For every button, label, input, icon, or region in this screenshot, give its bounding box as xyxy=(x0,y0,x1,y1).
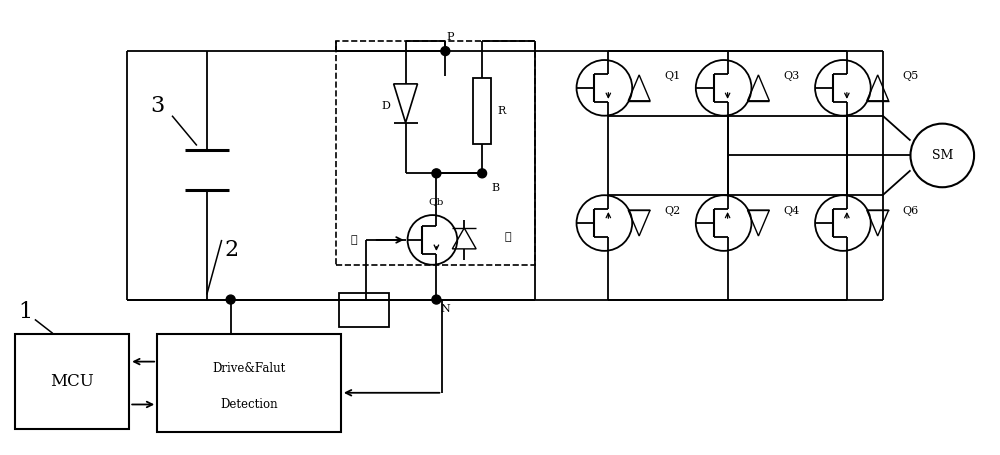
Text: 3: 3 xyxy=(150,95,164,117)
Text: D: D xyxy=(381,101,390,111)
Text: N: N xyxy=(440,304,450,314)
Text: MCU: MCU xyxy=(50,373,94,390)
Bar xyxy=(339,293,389,328)
Text: P: P xyxy=(447,32,454,42)
Circle shape xyxy=(441,46,450,56)
Text: ②: ② xyxy=(351,235,357,245)
Text: Qb: Qb xyxy=(429,197,444,206)
Text: Q4: Q4 xyxy=(783,206,800,216)
Text: Q1: Q1 xyxy=(664,71,680,81)
Bar xyxy=(473,78,491,143)
Circle shape xyxy=(432,295,441,304)
Circle shape xyxy=(226,295,235,304)
Text: B: B xyxy=(491,183,499,193)
Bar xyxy=(336,41,535,265)
Text: Drive&Falut: Drive&Falut xyxy=(212,362,286,375)
Circle shape xyxy=(432,169,441,178)
Text: SM: SM xyxy=(932,149,953,162)
Text: ③: ③ xyxy=(505,232,511,242)
Bar xyxy=(15,334,129,429)
Text: Detection: Detection xyxy=(220,398,278,411)
Text: 1: 1 xyxy=(18,302,32,324)
Bar xyxy=(157,334,341,432)
Text: Q5: Q5 xyxy=(903,71,919,81)
Text: Q2: Q2 xyxy=(664,206,680,216)
Text: Q3: Q3 xyxy=(783,71,800,81)
Text: R: R xyxy=(498,106,506,116)
Circle shape xyxy=(478,169,487,178)
Text: 2: 2 xyxy=(225,239,239,261)
Text: Q6: Q6 xyxy=(903,206,919,216)
